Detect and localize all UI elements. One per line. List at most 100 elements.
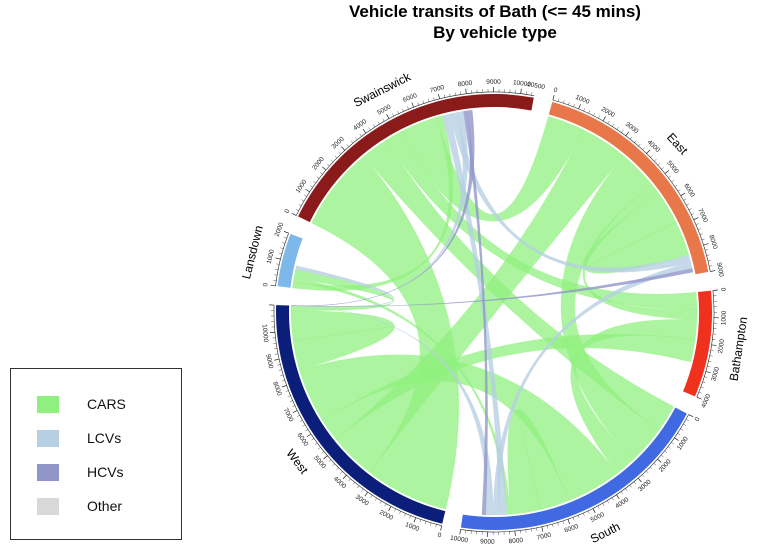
tick-mark [699, 233, 703, 235]
tick-mark [301, 199, 305, 202]
tick-mark [629, 136, 633, 140]
tick-label: 2000 [274, 221, 286, 237]
tick-mark [711, 344, 717, 346]
tick-mark [664, 170, 670, 174]
tick-mark [454, 92, 456, 96]
tick-axis-south [460, 414, 689, 533]
legend-item-lcvs: LCVs [37, 428, 121, 448]
chord-east-west-hcvs [291, 268, 694, 307]
tick-mark [664, 450, 668, 453]
tick-mark [705, 371, 711, 374]
tick-mark [710, 350, 714, 351]
tick-mark [588, 110, 591, 114]
tick-label: 3000 [330, 135, 346, 150]
tick-label: 4000 [352, 118, 368, 132]
tick-mark [379, 500, 382, 504]
tick-mark [578, 104, 581, 110]
tick-mark [625, 131, 630, 137]
tick-mark [520, 88, 522, 94]
tick-label: 1000 [720, 310, 727, 325]
tick-axis-east [552, 99, 711, 272]
tick-mark [359, 133, 362, 137]
tick-mark [536, 527, 538, 531]
tick-mark [616, 494, 620, 500]
tick-mark [573, 104, 575, 107]
tick-mark [399, 511, 401, 515]
tick-label: 8000 [271, 381, 283, 397]
tick-mark [612, 123, 615, 127]
legend-swatch [37, 395, 59, 413]
tick-mark [424, 521, 427, 525]
tick-label: 0 [437, 532, 443, 540]
legend-label: CARS [87, 396, 126, 412]
tick-mark [334, 155, 338, 159]
tick-label: 9000 [480, 538, 495, 545]
tick-label: 7000 [282, 407, 295, 423]
chord-west-lansdown-lcvs [291, 265, 394, 307]
tick-mark [546, 525, 549, 529]
legend-item-other: Other [37, 496, 122, 516]
tick-label: 7000 [429, 84, 445, 94]
legend-item-cars: CARS [37, 394, 126, 414]
tick-mark [583, 108, 585, 112]
tick-label: 2000 [658, 458, 673, 474]
tick-mark [710, 270, 716, 272]
tick-mark [657, 163, 661, 166]
tick-mark [417, 102, 419, 106]
tick-mark [350, 140, 354, 144]
tick-label: 10500 [526, 81, 545, 91]
sector-east [548, 101, 709, 275]
tick-mark [311, 438, 315, 441]
tick-mark [680, 192, 686, 197]
tick-mark [355, 137, 358, 140]
tick-mark [688, 414, 694, 418]
tick-mark [705, 249, 709, 251]
tick-mark [557, 522, 559, 526]
tick-mark [320, 172, 323, 175]
tick-label: 5000 [312, 455, 327, 471]
tick-mark [394, 508, 396, 512]
tick-mark [671, 442, 674, 445]
tick-label: 2000 [717, 338, 726, 354]
tick-mark [289, 400, 293, 402]
tick-label: 5000 [590, 511, 606, 524]
legend-item-hcvs: HCVs [37, 462, 124, 482]
tick-mark [646, 149, 651, 154]
tick-mark [625, 488, 628, 491]
tick-mark [649, 466, 653, 470]
tick-mark [281, 380, 285, 382]
tick-mark [282, 242, 286, 244]
legend-swatch [37, 497, 59, 515]
tick-mark [287, 395, 291, 397]
tick-mark [620, 491, 623, 495]
tick-mark [361, 488, 364, 492]
tick-mark [459, 529, 461, 535]
tick-mark [661, 167, 664, 170]
tick-label: 10000 [260, 324, 269, 343]
tick-mark [637, 477, 642, 483]
tick-mark [281, 385, 287, 388]
tick-mark [683, 198, 687, 201]
tick-mark [304, 194, 307, 197]
tick-mark [653, 462, 657, 466]
legend: CARS LCVs HCVs Other [10, 368, 182, 540]
tick-label: 6000 [563, 523, 579, 535]
tick-mark [278, 252, 282, 255]
tick-mark [438, 93, 440, 99]
tick-mark [327, 163, 330, 167]
tick-mark [297, 415, 300, 417]
tick-mark [386, 114, 390, 119]
tick-mark [530, 528, 532, 532]
tick-mark [531, 92, 533, 96]
tick-mark [305, 188, 310, 193]
tick-mark [700, 386, 704, 389]
chord-east-east-cars [582, 191, 690, 274]
tick-mark [305, 429, 309, 432]
tick-mark [278, 369, 282, 371]
tick-label: 5000 [376, 103, 392, 116]
tick-label: 0 [553, 87, 559, 95]
tick-mark [593, 112, 595, 116]
legend-label: HCVs [87, 464, 124, 480]
tick-mark [404, 513, 406, 517]
legend-label: Other [87, 498, 123, 514]
